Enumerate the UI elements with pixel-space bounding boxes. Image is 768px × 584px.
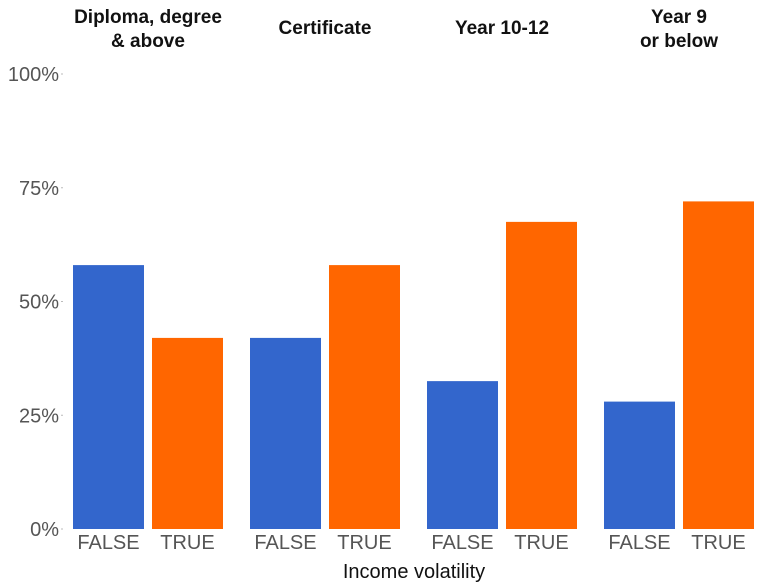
facet-title: Year 10-12 [455, 18, 549, 39]
facet-title: or below [640, 31, 718, 52]
facet-title: Year 9 [651, 7, 707, 28]
y-tick-label: 0% [30, 519, 59, 541]
bar-false [604, 401, 675, 529]
facet-title: Certificate [279, 18, 372, 39]
facet-title: & above [111, 31, 185, 52]
x-tick-label: TRUE [337, 532, 391, 554]
bar-false [427, 381, 498, 529]
x-axis-title: Income volatility [343, 561, 485, 583]
bar-true [152, 337, 223, 529]
y-axis: 0% 25% 50% 75% 100% [8, 64, 63, 541]
x-tick-label: TRUE [160, 532, 214, 554]
bar-false [73, 265, 144, 529]
facet-panel: Diploma, degree & above FALSE TRUE [73, 7, 223, 554]
x-tick-label: FALSE [608, 532, 670, 554]
y-tick-label: 25% [19, 405, 59, 427]
y-tick-label: 75% [19, 178, 59, 200]
y-tick-label: 100% [8, 64, 59, 86]
bar-true [329, 265, 400, 529]
y-tick-label: 50% [19, 292, 59, 314]
bar-false [250, 337, 321, 529]
x-tick-label: TRUE [514, 532, 568, 554]
bar-true [683, 201, 754, 529]
facet-title: Diploma, degree [74, 7, 222, 28]
x-tick-label: FALSE [431, 532, 493, 554]
facet-panel: Certificate FALSE TRUE [250, 18, 400, 554]
x-tick-label: FALSE [254, 532, 316, 554]
x-tick-label: TRUE [691, 532, 745, 554]
facet-panel: Year 10-12 FALSE TRUE [427, 18, 577, 554]
x-tick-label: FALSE [77, 532, 139, 554]
facet-panel: Year 9 or below FALSE TRUE [604, 7, 754, 554]
bar-true [506, 221, 577, 529]
